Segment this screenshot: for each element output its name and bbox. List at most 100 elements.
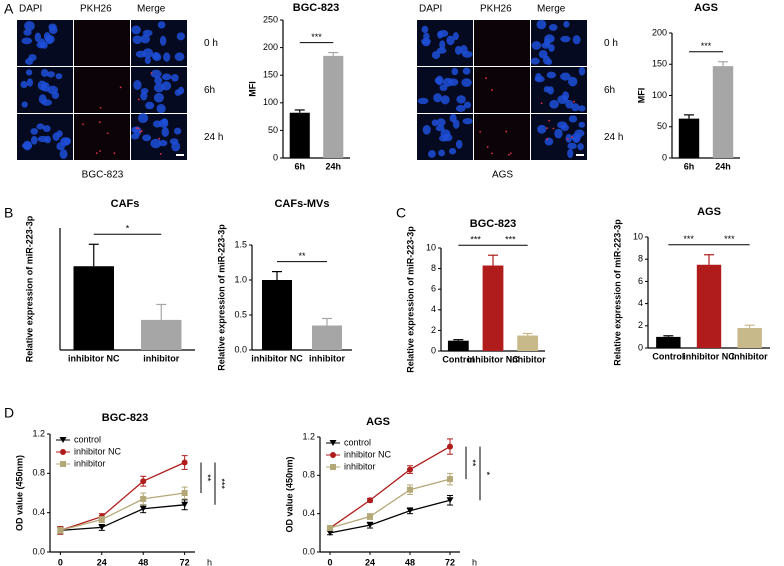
- nucleus: [455, 104, 466, 112]
- vesicle: [140, 130, 143, 132]
- nucleus: [456, 95, 466, 104]
- x-tick-label: 48: [405, 557, 415, 566]
- nucleus: [578, 105, 586, 112]
- nucleus: [565, 133, 573, 143]
- y-axis-label: OD value (450nm): [14, 455, 24, 531]
- nucleus: [428, 150, 436, 158]
- vesicle: [113, 152, 116, 155]
- y-tick-label: 0: [638, 342, 643, 352]
- y-tick-label: 0.0: [32, 546, 45, 556]
- nucleus: [449, 113, 457, 123]
- nucleus: [437, 30, 444, 39]
- nucleus: [567, 148, 574, 159]
- nucleus: [568, 115, 578, 123]
- nucleus: [46, 71, 55, 78]
- point: [181, 459, 188, 466]
- nucleus: [135, 50, 147, 58]
- vesicle: [571, 136, 573, 139]
- point: [139, 505, 147, 512]
- point: [57, 527, 64, 534]
- nucleus: [438, 149, 446, 157]
- nucleus: [431, 51, 441, 60]
- series-line: [60, 461, 185, 531]
- series-line: [60, 504, 185, 532]
- vesicle: [552, 127, 555, 130]
- x-tick-label: 6h: [684, 161, 695, 171]
- y-tick-label: 0.8: [32, 468, 45, 478]
- y-tick-label: 150: [652, 59, 667, 69]
- x-axis-label: h: [472, 557, 477, 566]
- bar: [737, 328, 762, 348]
- nucleus: [560, 72, 571, 81]
- y-tick-label: 6: [638, 276, 643, 286]
- nucleus: [452, 32, 459, 41]
- point: [330, 464, 336, 470]
- nucleus: [463, 101, 472, 109]
- micrograph-cell: [474, 20, 530, 66]
- y-axis-label: OD value (450nm): [284, 456, 294, 532]
- nucleus: [554, 128, 563, 139]
- panel-label: C: [396, 205, 406, 221]
- y-tick-label: 2: [638, 320, 643, 330]
- nucleus: [461, 78, 472, 87]
- point: [447, 443, 453, 450]
- nucleus: [36, 123, 45, 130]
- y-tick-label: 100: [652, 90, 667, 100]
- nucleus: [36, 41, 46, 49]
- vesicle: [486, 146, 489, 148]
- column-label: Merge: [537, 4, 566, 15]
- bar: [323, 55, 344, 158]
- point: [447, 476, 453, 483]
- y-axis-label: MFI: [636, 88, 646, 104]
- point: [181, 501, 189, 508]
- nucleus: [42, 125, 51, 133]
- y-axis-label: Relative expression of miR-223-3p: [405, 226, 415, 373]
- column-label: PKH26: [80, 4, 112, 15]
- x-tick-label: inhibitor: [309, 353, 345, 363]
- significance-label: *: [126, 224, 130, 234]
- micrograph-cell: [474, 67, 530, 113]
- nucleus: [63, 137, 71, 145]
- vesicle: [548, 119, 551, 122]
- nucleus: [44, 135, 52, 144]
- nucleus: [154, 76, 163, 85]
- nucleus: [435, 125, 445, 132]
- nucleus: [170, 73, 179, 82]
- chart-title: AGS: [697, 206, 721, 218]
- nucleus: [568, 76, 578, 87]
- point: [326, 529, 334, 536]
- y-tick-label: 0: [273, 152, 278, 162]
- point: [407, 486, 413, 493]
- nucleus: [153, 83, 165, 93]
- chart-title: AGS: [366, 416, 390, 428]
- bar: [141, 319, 182, 350]
- point: [330, 452, 336, 458]
- y-tick-label: 4: [431, 304, 436, 314]
- micrograph-cell: [74, 114, 130, 160]
- nucleus: [171, 141, 181, 152]
- significance-label: **: [203, 474, 213, 482]
- point: [60, 461, 66, 467]
- nucleus: [571, 103, 580, 112]
- point: [60, 449, 66, 455]
- series-line: [329, 478, 451, 529]
- row-label: 0 h: [604, 38, 618, 49]
- significance-label: ***: [311, 32, 322, 42]
- column-label: Merge: [137, 4, 166, 15]
- nucleus: [531, 41, 542, 50]
- nucleus: [157, 21, 166, 29]
- point: [367, 497, 373, 504]
- nucleus: [158, 119, 169, 128]
- x-tick-label: 24h: [715, 161, 731, 171]
- nucleus: [132, 35, 142, 44]
- y-axis-label: Relative expression of miR-223-3p: [24, 215, 34, 362]
- bar: [73, 266, 114, 350]
- nucleus: [454, 45, 462, 55]
- vesicle: [509, 152, 512, 155]
- x-tick-label: 0: [58, 557, 63, 566]
- nucleus: [462, 67, 471, 75]
- y-tick-label: 50: [268, 125, 278, 135]
- bar: [656, 336, 681, 348]
- y-tick-label: 6: [431, 284, 436, 294]
- y-tick-label: 8: [638, 254, 643, 264]
